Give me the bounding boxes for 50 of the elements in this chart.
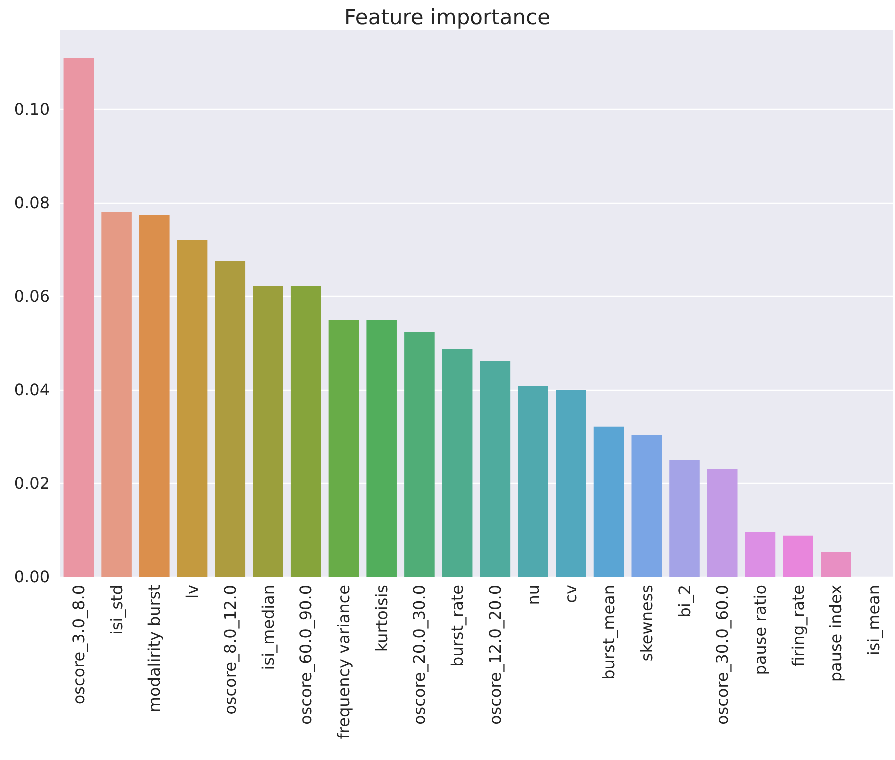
x-tick-label: oscore_3.0_8.0 [69, 585, 88, 705]
bar [556, 390, 586, 577]
x-tick-label: oscore_8.0_12.0 [220, 585, 240, 715]
x-tick-label: oscore_12.0_20.0 [486, 585, 505, 726]
bar [102, 212, 132, 577]
bar [707, 469, 738, 577]
y-tick-label: 0.04 [14, 380, 50, 400]
x-tick-label: nu [524, 585, 543, 606]
bar [594, 426, 624, 577]
y-tick-label: 0.02 [14, 474, 50, 493]
x-tick-label: modalirity burst [145, 585, 164, 713]
x-tick-label: oscore_60.0_90.0 [296, 585, 316, 726]
x-tick-label: oscore_20.0_30.0 [410, 585, 430, 726]
x-tick-label: isi_median [258, 585, 278, 670]
x-tick-label: oscore_30.0_60.0 [713, 585, 732, 726]
x-tick-label: pause ratio [750, 585, 770, 676]
bar [670, 460, 700, 577]
y-tick-label: 0.06 [14, 286, 50, 306]
bar [518, 386, 548, 577]
bar [783, 536, 814, 577]
y-tick-label: 0.10 [14, 100, 50, 119]
bar [140, 215, 170, 577]
chart-title: Feature importance [344, 6, 551, 30]
y-tick-label: 0.08 [14, 193, 50, 212]
x-tick-label: pause index [826, 585, 846, 682]
x-tick-label: skewness [637, 585, 656, 662]
bar [480, 361, 511, 577]
bar [328, 320, 360, 577]
bar [290, 286, 322, 577]
x-tick-label: burst_rate [448, 585, 468, 667]
bar [745, 532, 776, 577]
bar [177, 240, 208, 577]
x-tick-label: firing_rate [788, 585, 808, 667]
x-tick-label: cv [562, 585, 581, 604]
x-tick-label: lv [183, 585, 202, 599]
bar [64, 58, 94, 577]
bar [442, 349, 473, 577]
bar [215, 261, 246, 577]
y-tick-label: 0.00 [14, 568, 50, 586]
x-tick-label: isi_mean [864, 585, 884, 656]
x-tick-label: kurtoisis [372, 585, 392, 652]
bar [253, 286, 284, 577]
x-tick-label: isi_std [107, 585, 126, 635]
x-tick-label: bi_2 [675, 585, 694, 618]
x-tick-label: burst_mean [600, 585, 619, 680]
bar [632, 435, 662, 577]
x-tick-label: frequency variance [334, 585, 354, 740]
bar [404, 332, 435, 577]
bar [366, 320, 397, 577]
bar [821, 552, 852, 577]
